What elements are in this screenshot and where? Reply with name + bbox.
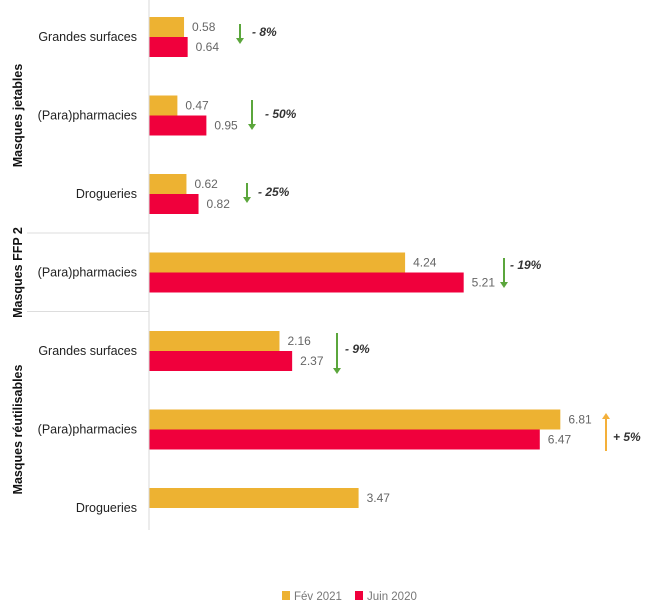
category-label: Grandes surfaces	[38, 30, 137, 44]
group-label: Masques FFP 2	[11, 227, 25, 318]
arrow-head-icon	[243, 197, 251, 203]
bar-fev-2021	[149, 95, 178, 116]
arrow-head-icon	[500, 282, 508, 288]
change-annotation: - 25%	[258, 185, 290, 199]
change-annotation: - 9%	[345, 342, 370, 356]
change-annotation: - 50%	[265, 107, 297, 121]
category-label: (Para)pharmacies	[38, 266, 137, 280]
bar-juin-2020	[149, 272, 464, 293]
arrow-head-icon	[602, 413, 610, 419]
change-annotation: + 5%	[613, 430, 641, 444]
category-label: (Para)pharmacies	[38, 109, 137, 123]
data-label: 5.21	[472, 276, 496, 290]
legend-swatch	[355, 591, 363, 600]
data-label: 0.58	[192, 20, 216, 34]
data-label: 0.82	[207, 197, 231, 211]
group-label: Masques réutilisables	[11, 364, 25, 494]
arrow-head-icon	[333, 368, 341, 374]
legend-swatch	[282, 591, 290, 600]
bar-fev-2021	[149, 331, 280, 351]
bar-fev-2021	[149, 409, 561, 430]
data-label: 4.24	[413, 256, 437, 270]
group-label: Masques jetables	[11, 64, 25, 168]
category-label: Drogueries	[76, 501, 137, 515]
bar-juin-2020	[149, 351, 293, 371]
category-label: (Para)pharmacies	[38, 423, 137, 437]
bar-juin-2020	[149, 37, 188, 57]
bar-fev-2021	[149, 252, 406, 273]
legend-label: Juin 2020	[367, 591, 417, 603]
data-label: 2.16	[287, 334, 311, 348]
data-label: 2.37	[300, 354, 324, 368]
bar-fev-2021	[149, 488, 359, 508]
bar-fev-2021	[149, 174, 187, 194]
bar-juin-2020	[149, 194, 199, 214]
bar-juin-2020	[149, 429, 540, 450]
change-annotation: - 19%	[510, 258, 542, 272]
data-label: 0.62	[194, 177, 218, 191]
change-annotation: - 8%	[252, 25, 277, 39]
data-label: 0.64	[196, 40, 220, 54]
data-label: 6.47	[548, 433, 572, 447]
bar-juin-2020	[149, 115, 207, 136]
data-label: 0.47	[185, 99, 209, 113]
data-label: 6.81	[568, 413, 592, 427]
category-label: Drogueries	[76, 187, 137, 201]
data-label: 3.47	[367, 491, 391, 505]
category-label: Grandes surfaces	[38, 344, 137, 358]
arrow-head-icon	[236, 38, 244, 44]
legend-label: Fév 2021	[294, 591, 342, 603]
arrow-head-icon	[248, 124, 256, 130]
data-label: 0.95	[214, 119, 238, 133]
bar-fev-2021	[149, 17, 185, 37]
